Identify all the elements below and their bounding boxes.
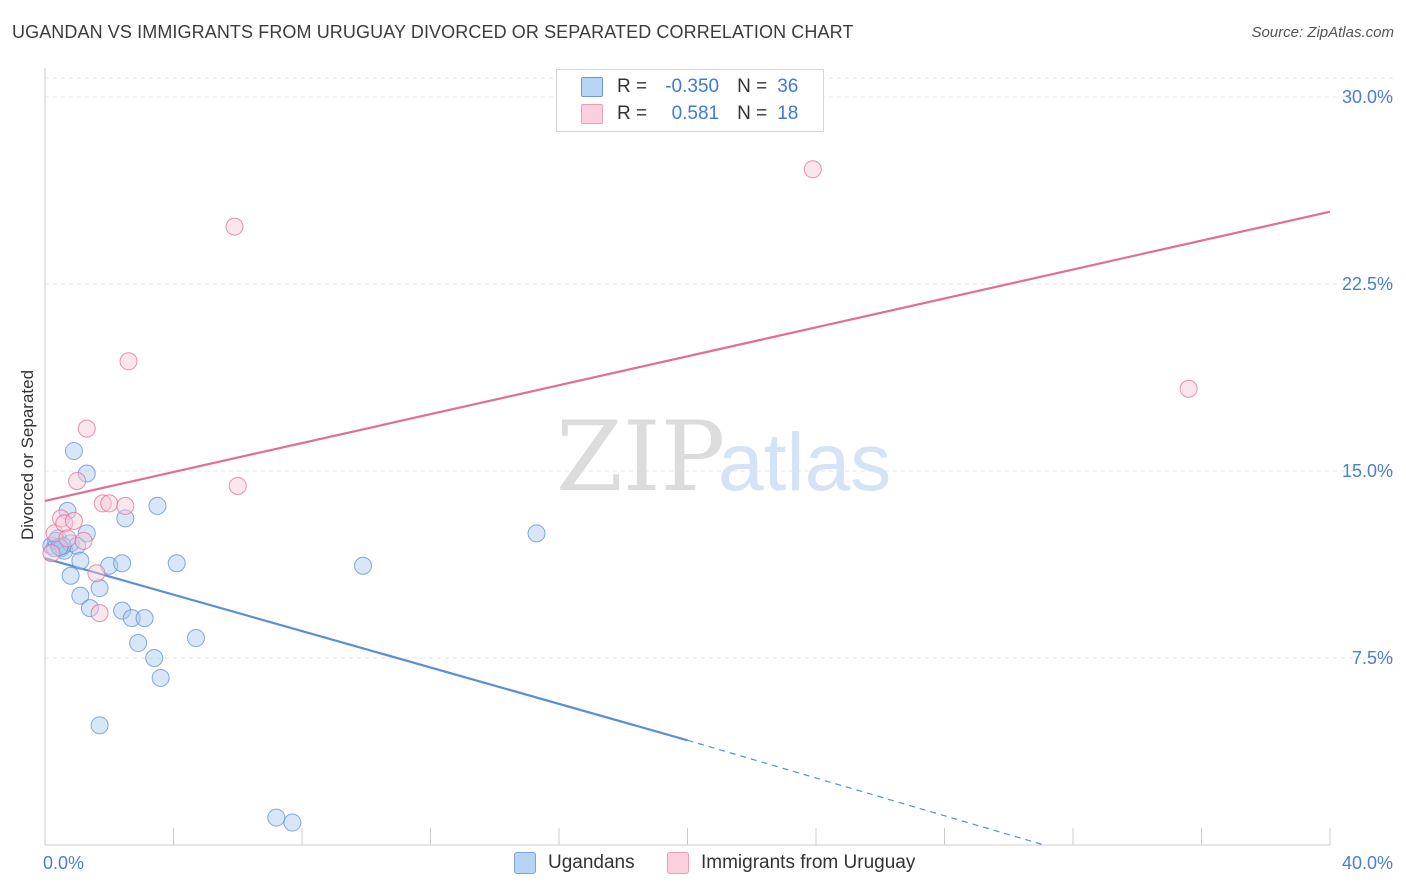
point-ugandans [90,579,109,598]
legend-swatch-ugandans [581,77,603,97]
tick-labels: 7.5% 15.0% 22.5% 30.0% 0.0% 40.0% [43,87,1393,873]
point-ugandans [122,609,141,628]
point-ugandans [167,554,186,573]
axes [44,68,1331,846]
point-ugandans [129,634,148,653]
legend-r-value: 0.581 [671,103,720,124]
point-ugandans [267,808,286,827]
point-ugandans [90,716,109,735]
legend-swatch-ugandans [514,852,536,874]
legend-item-uruguay[interactable]: Immigrants from Uruguay [667,852,915,874]
point-ugandans [113,601,132,620]
point-ugandans [148,496,167,515]
source-credit: Source: ZipAtlas.com [1251,24,1394,41]
x-tick-label: 40.0% [1342,853,1393,873]
y-tick-label: 30.0% [1342,87,1393,107]
legend-n-value: 18 [777,103,799,124]
point-uruguay [64,511,83,530]
trend-line-uruguay [44,210,1331,502]
point-ugandans [145,649,164,667]
data-points [42,160,1198,832]
point-ugandans [64,442,83,461]
point-ugandans [527,524,546,543]
point-uruguay [77,419,96,438]
y-tick-label: 7.5% [1352,648,1393,668]
point-uruguay [74,531,93,550]
legend-n-label: N = [737,103,768,124]
chart-title: UGANDAN VS IMMIGRANTS FROM URUGUAY DIVOR… [12,22,854,42]
legend-item-ugandans[interactable]: Ugandans [514,852,635,874]
point-uruguay [68,471,87,490]
legend-r-value: -0.350 [665,76,720,97]
point-ugandans [113,554,132,573]
series-legend: Ugandans Immigrants from Uruguay [0,852,1406,878]
point-uruguay [116,496,135,515]
y-tick-label: 15.0% [1342,461,1393,481]
legend-row-uruguay: R = 0.581 N = 18 [581,102,798,126]
point-uruguay [119,352,138,371]
legend-swatch-uruguay [581,104,603,124]
point-ugandans [71,586,90,605]
point-ugandans [77,464,96,483]
legend-n-label: N = [737,76,768,97]
x-tick-label: 0.0% [43,853,84,873]
point-uruguay [228,476,247,495]
point-uruguay [58,529,77,548]
legend-label-ugandans: Ugandans [548,852,635,873]
point-uruguay [225,217,244,236]
trend-line-ugandans [44,557,688,742]
point-uruguay [42,544,61,563]
point-ugandans [61,566,80,585]
point-ugandans [151,668,170,687]
gridlines [45,77,1393,659]
watermark-zip: ZIP [556,401,725,513]
correlation-legend: R = -0.350 N = 36 R = 0.581 N = 18 [556,69,824,132]
trend-line-ugandans-extrapolated [687,739,1045,846]
point-ugandans [186,629,205,648]
point-uruguay [1179,379,1198,398]
watermark: ZIP atlas [556,401,891,513]
point-uruguay [100,494,119,513]
y-tick-label: 22.5% [1342,274,1393,294]
point-ugandans [354,556,373,575]
point-uruguay [90,604,109,623]
trend-lines [44,210,1331,846]
legend-swatch-uruguay [667,852,689,874]
point-uruguay [87,564,106,583]
legend-r-label: R = [617,103,648,124]
point-uruguay [93,494,112,513]
point-ugandans [135,609,154,628]
point-ugandans [116,509,135,528]
legend-label-uruguay: Immigrants from Uruguay [701,852,916,873]
point-ugandans [80,599,99,618]
legend-r-label: R = [617,76,648,97]
point-ugandans [283,813,302,832]
legend-row-ugandans: R = -0.350 N = 36 [581,75,798,99]
legend-n-value: 36 [777,76,799,97]
watermark-atlas: atlas [718,417,891,508]
y-axis-title: Divorced or Separated [18,370,37,540]
point-ugandans [71,551,90,570]
point-uruguay [803,160,822,179]
